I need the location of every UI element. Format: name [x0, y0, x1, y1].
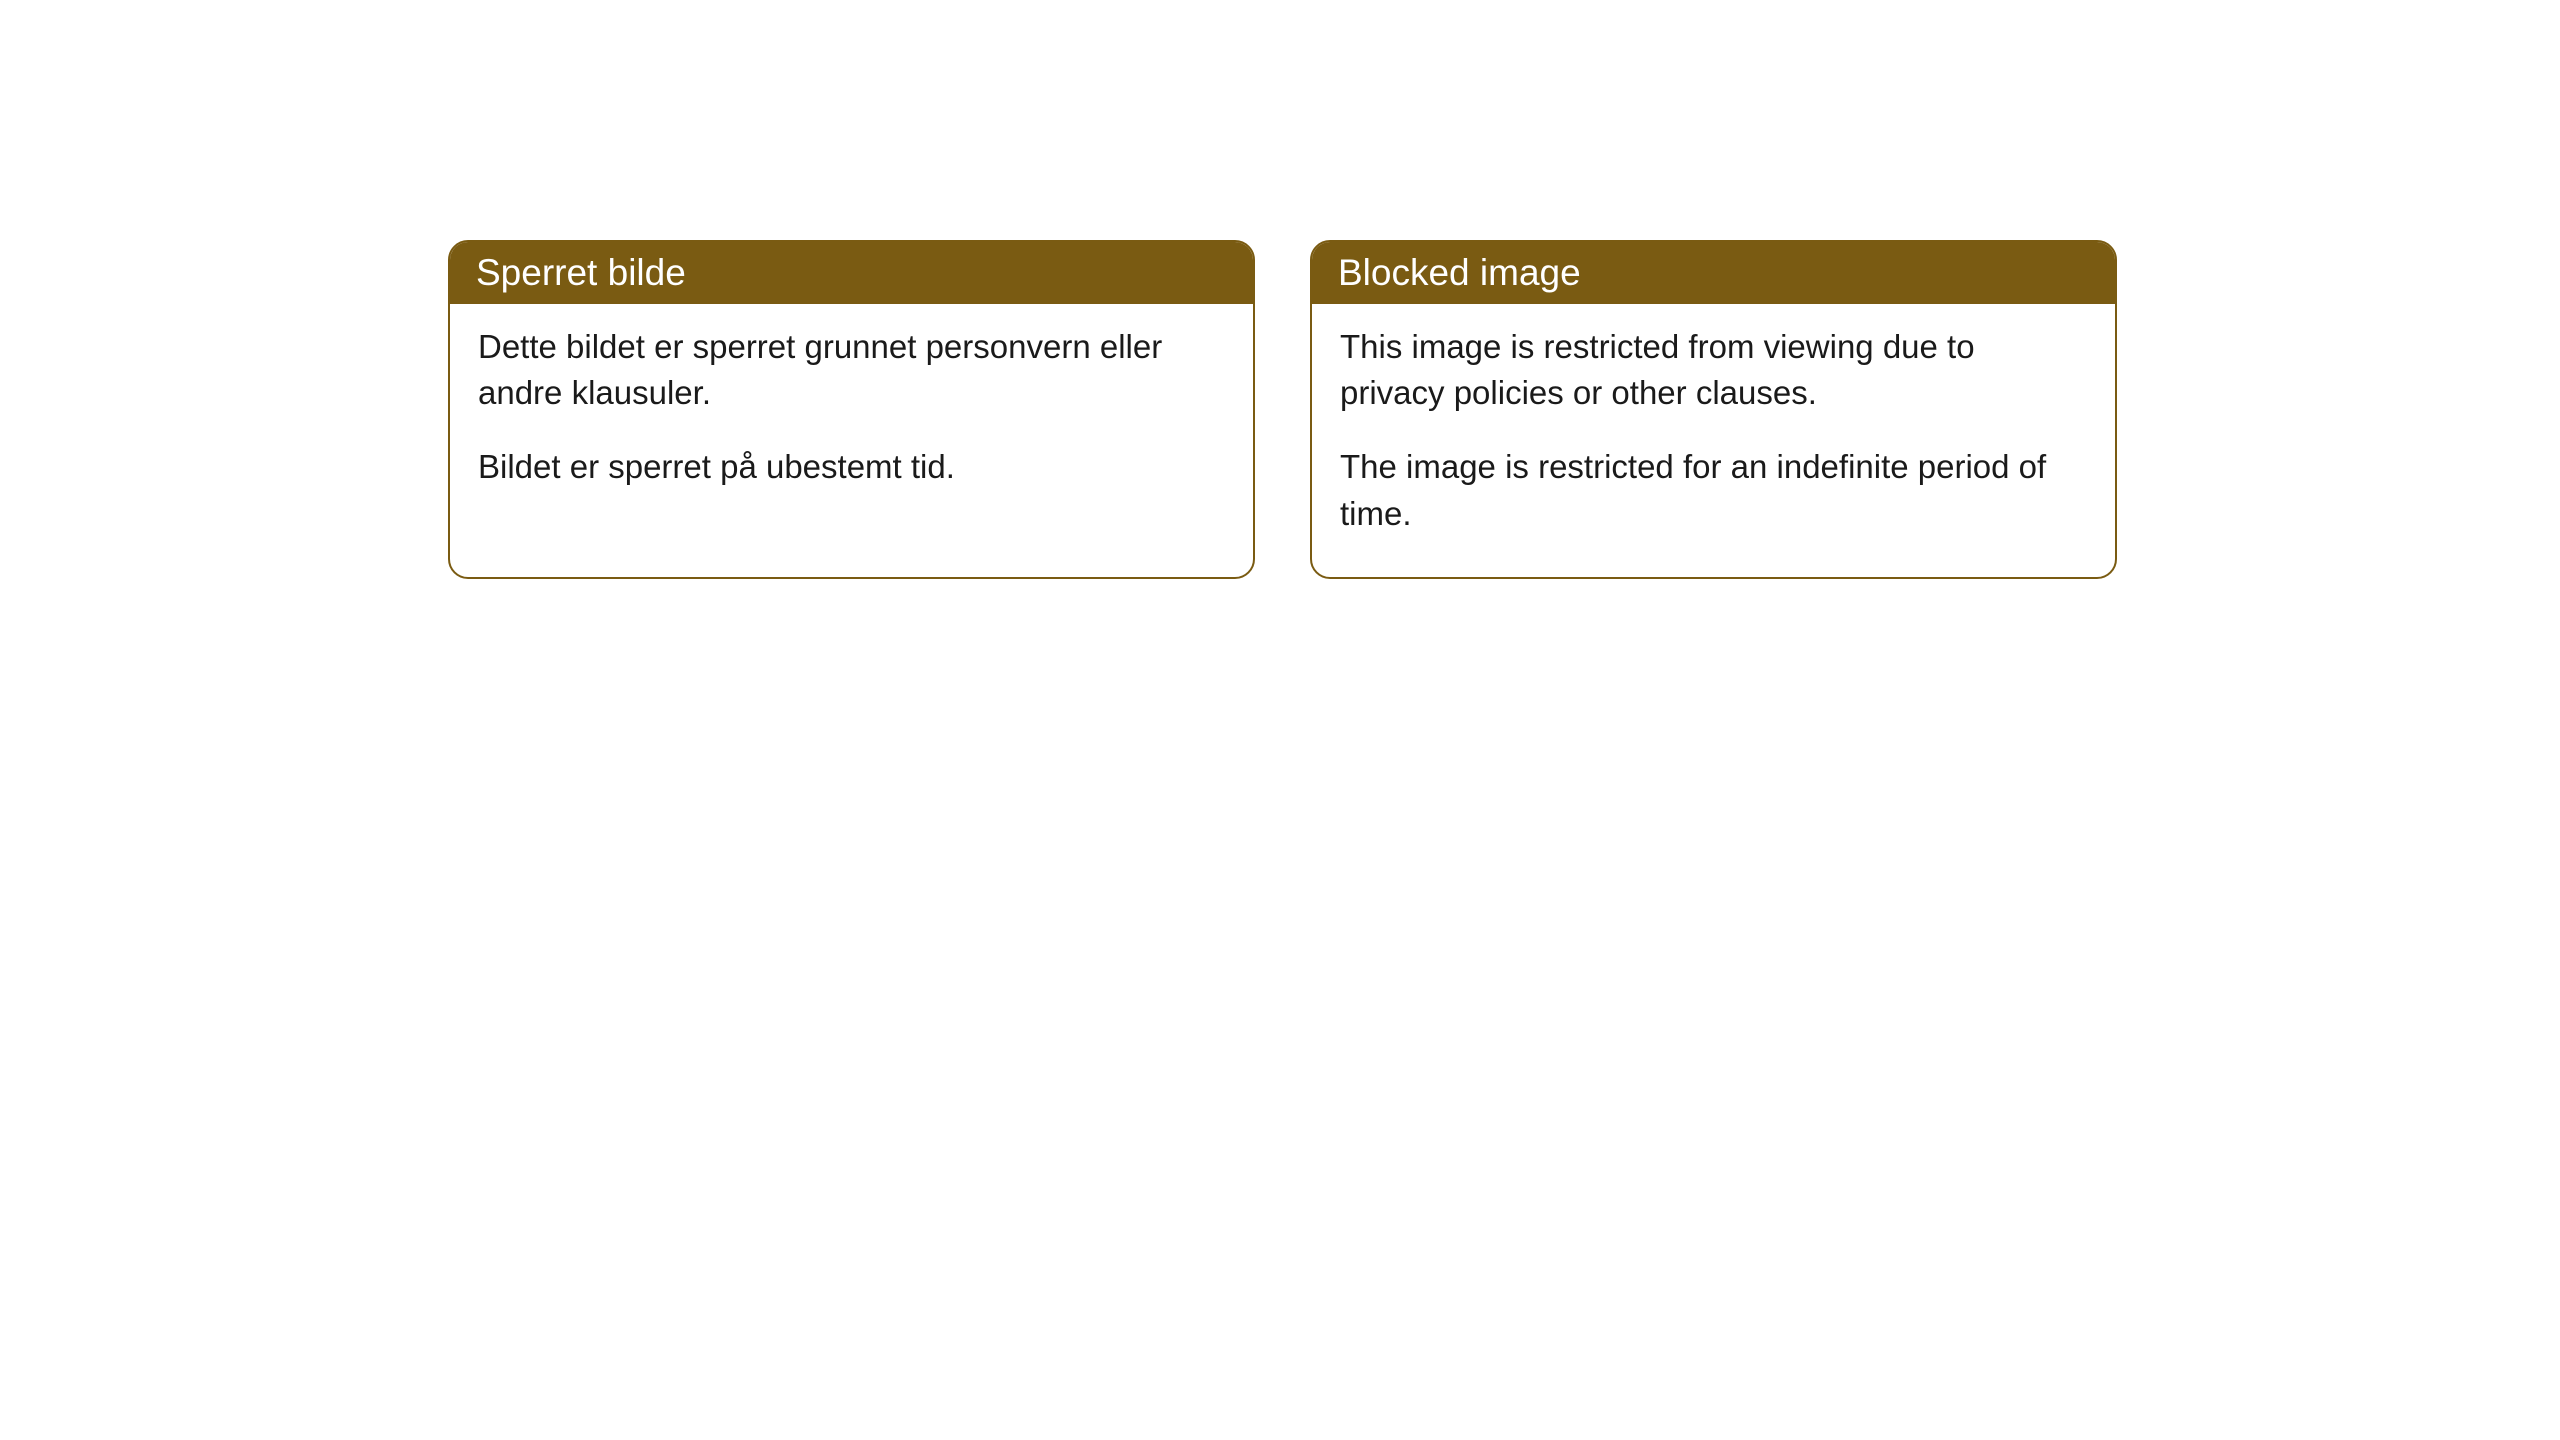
notice-cards-container: Sperret bilde Dette bildet er sperret gr…	[448, 240, 2117, 579]
card-body-norwegian: Dette bildet er sperret grunnet personve…	[450, 304, 1253, 531]
card-text-english-2: The image is restricted for an indefinit…	[1340, 444, 2087, 536]
card-header-norwegian: Sperret bilde	[450, 242, 1253, 304]
blocked-image-card-norwegian: Sperret bilde Dette bildet er sperret gr…	[448, 240, 1255, 579]
card-title-norwegian: Sperret bilde	[476, 252, 686, 293]
blocked-image-card-english: Blocked image This image is restricted f…	[1310, 240, 2117, 579]
card-body-english: This image is restricted from viewing du…	[1312, 304, 2115, 577]
card-title-english: Blocked image	[1338, 252, 1581, 293]
card-header-english: Blocked image	[1312, 242, 2115, 304]
card-text-norwegian-1: Dette bildet er sperret grunnet personve…	[478, 324, 1225, 416]
card-text-norwegian-2: Bildet er sperret på ubestemt tid.	[478, 444, 1225, 490]
card-text-english-1: This image is restricted from viewing du…	[1340, 324, 2087, 416]
